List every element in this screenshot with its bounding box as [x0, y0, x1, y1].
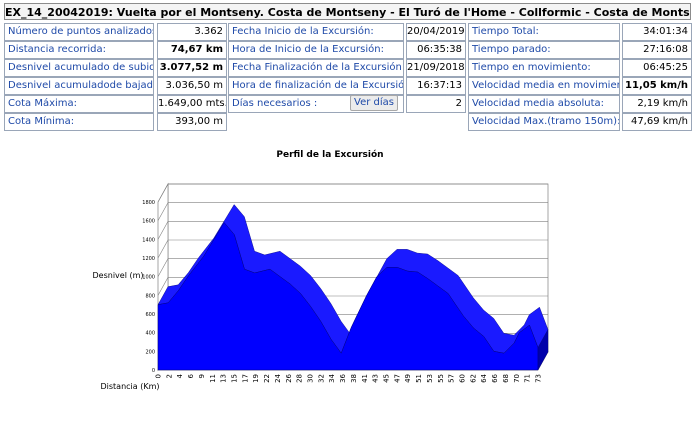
stat-label: Velocidad media absoluta:: [468, 95, 620, 113]
x-tick-label: 26: [285, 373, 293, 382]
stat-label: Desnivel acumuladode bajada:: [4, 77, 154, 95]
x-tick-label: 22: [263, 374, 271, 383]
stat-label: Fecha Inicio de la Excursión:: [228, 23, 404, 41]
stat-value: 06:35:38: [406, 41, 466, 59]
y-tick-label: 0: [152, 368, 155, 374]
stat-value: 06:45:25: [622, 59, 692, 77]
x-tick-label: 34: [328, 373, 336, 382]
x-tick-label: 41: [361, 374, 369, 383]
gridline: [157, 183, 169, 203]
x-tick-label: 24: [274, 373, 282, 382]
x-tick-label: 57: [448, 374, 456, 383]
stat-value: 2: [406, 95, 466, 113]
x-tick-label: 70: [513, 374, 521, 383]
stat-value: 1.649,00 mts.: [157, 95, 227, 113]
y-tick-label: 1600: [142, 219, 155, 225]
stat-value: 74,67 km: [157, 41, 227, 59]
gridline: [157, 258, 169, 277]
gridline: [157, 239, 169, 259]
area-series: [157, 222, 539, 371]
y-tick-label: 1800: [142, 200, 155, 206]
stat-label: Cota Mínima:: [4, 113, 154, 131]
area-end-face: [537, 328, 549, 371]
x-tick-label: 15: [231, 374, 239, 383]
chart-ylabel: Desnivel (m): [93, 271, 144, 280]
x-tick-label: 73: [535, 374, 543, 383]
x-tick-label: 68: [502, 374, 510, 383]
route-title: EX_14_20042019: Vuelta por el Montseny. …: [4, 3, 691, 20]
stat-label: Tiempo Total:: [468, 23, 620, 41]
x-tick-label: 71: [524, 374, 532, 383]
y-tick-label: 1200: [142, 256, 155, 262]
y-tick-label: 200: [145, 349, 155, 355]
stat-value: 3.362: [157, 23, 227, 41]
x-tick-label: 51: [415, 374, 423, 383]
gridline: [157, 221, 169, 240]
stat-label: Número de puntos analizados:: [4, 23, 154, 41]
x-tick-label: 45: [383, 374, 391, 383]
stat-value: 3.036,50 m: [157, 77, 227, 95]
x-tick-label: 64: [480, 373, 488, 382]
stat-label: Hora de finalización de la Excursión:: [228, 77, 404, 95]
stat-value: 16:37:13: [406, 77, 466, 95]
x-tick-label: 9: [198, 374, 206, 378]
x-tick-label: 28: [296, 374, 304, 383]
stat-label: Tiempo parado:: [468, 41, 620, 59]
stat-label: Cota Máxima:: [4, 95, 154, 113]
x-tick-label: 2: [165, 374, 173, 378]
x-tick-label: 17: [241, 374, 249, 383]
stat-value: 20/04/2019: [406, 23, 466, 41]
y-tick-label: 800: [145, 293, 155, 299]
stat-value: 27:16:08: [622, 41, 692, 59]
chart-xlabel: Distancia (Km): [100, 382, 159, 391]
stat-label: Distancia recorrida:: [4, 41, 154, 59]
stat-label: Velocidad media en movimiento:: [468, 77, 620, 95]
stat-label: Tiempo en movimiento:: [468, 59, 620, 77]
x-tick-label: 13: [220, 374, 228, 383]
y-tick-label: 1000: [142, 275, 155, 281]
elevation-profile-chart: Desnivel (m) Distancia (Km) 020040060080…: [93, 182, 549, 391]
y-tick-label: 400: [145, 331, 155, 337]
x-tick-label: 38: [350, 374, 358, 383]
x-tick-label: 36: [339, 373, 347, 382]
x-tick-label: 11: [209, 374, 217, 383]
x-tick-label: 53: [426, 374, 434, 383]
x-tick-label: 6: [187, 373, 195, 378]
y-tick-label: 600: [145, 312, 155, 318]
x-tick-label: 32: [317, 374, 325, 383]
stat-value: 2,19 km/h: [622, 95, 692, 113]
stat-label: Desnivel acumulado de subida:: [4, 59, 154, 77]
x-tick-label: 55: [437, 374, 445, 383]
x-tick-label: 4: [176, 373, 184, 378]
gridline: [157, 202, 169, 221]
chart-title: Perfil de la Excursión: [276, 150, 384, 160]
stat-label: Velocidad Max.(tramo 150m):: [468, 113, 620, 131]
x-tick-label: 47: [393, 374, 401, 383]
ver-dias-button[interactable]: Ver días: [350, 95, 398, 111]
x-tick-label: 62: [469, 374, 477, 383]
stat-label: Fecha Finalización de la Excursión:: [228, 59, 404, 77]
x-tick-label: 49: [404, 374, 412, 383]
stat-value: 11,05 km/h: [622, 77, 692, 95]
x-tick-label: 43: [372, 374, 380, 383]
x-tick-label: 30: [307, 374, 315, 383]
gridline: [157, 277, 169, 296]
x-tick-label: 60: [459, 374, 467, 383]
stat-value: 34:01:34: [622, 23, 692, 41]
stat-value: 21/09/2018: [406, 59, 466, 77]
x-tick-label: 0: [155, 374, 163, 378]
x-tick-label: 19: [252, 374, 260, 383]
stat-value: 393,00 m: [157, 113, 227, 131]
stat-value: 3.077,52 m: [157, 59, 227, 77]
stat-label: Hora de Inicio de la Excursión:: [228, 41, 404, 59]
stat-value: 47,69 km/h: [622, 113, 692, 131]
x-tick-label: 66: [491, 373, 499, 382]
y-tick-label: 1400: [142, 237, 155, 243]
